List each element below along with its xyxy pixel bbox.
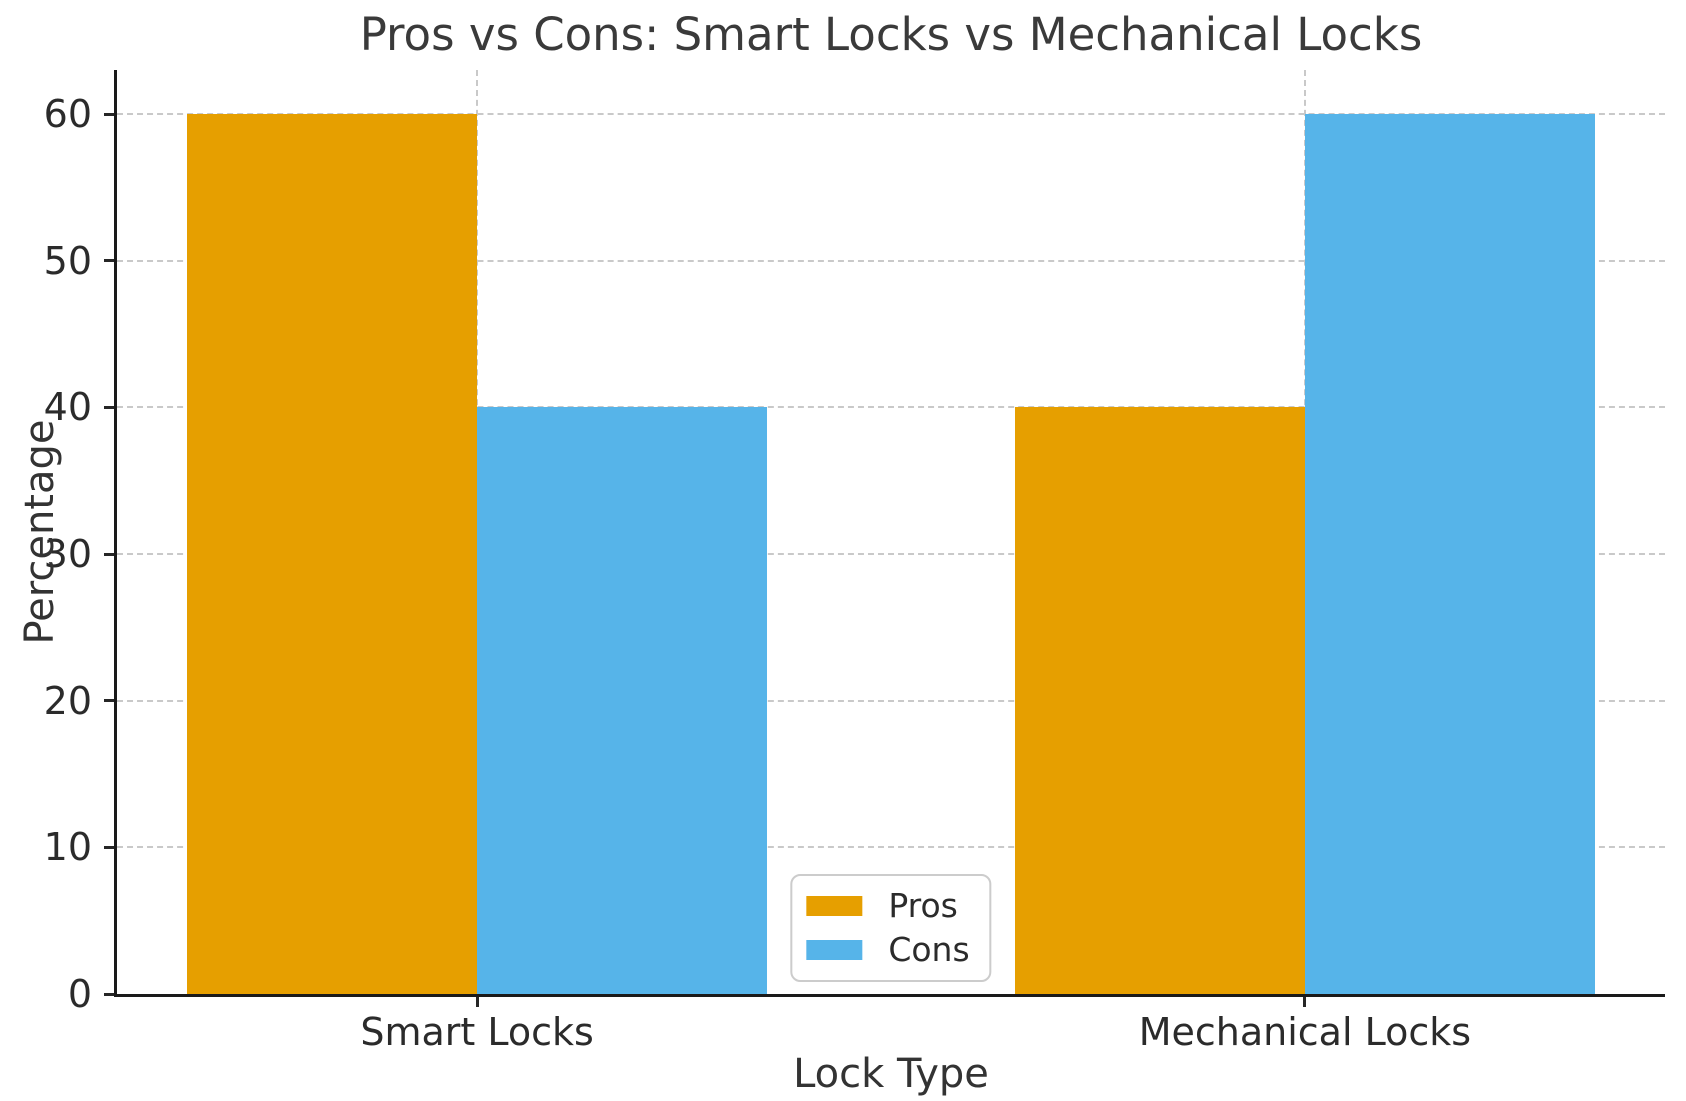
- legend-item-cons: Cons: [806, 930, 970, 969]
- bar-pros-mechanical-locks: [1015, 407, 1305, 994]
- y-tick-label-0: 0: [67, 972, 92, 1016]
- legend: Pros Cons: [790, 874, 992, 982]
- y-tick-mark-10: [104, 845, 114, 849]
- x-axis-label: Lock Type: [793, 1051, 989, 1097]
- legend-label-cons: Cons: [888, 930, 970, 969]
- x-tick-label-mechanical-locks: Mechanical Locks: [1138, 1010, 1472, 1054]
- x-axis-spine: [114, 994, 1665, 997]
- gridline-y-60: [117, 113, 1665, 115]
- y-tick-mark-30: [104, 552, 114, 556]
- y-tick-label-20: 20: [43, 678, 92, 723]
- plot-area: Pros Cons 0 10 20 30 40 50 60 Smart Locks Mechan…: [44, 70, 1665, 1054]
- y-tick-mark-60: [104, 112, 114, 116]
- bar-cons-mechanical-locks: [1304, 114, 1595, 994]
- legend-item-pros: Pros: [806, 888, 969, 924]
- legend-swatch-cons: [806, 940, 863, 960]
- gridline-y-30: [117, 553, 1665, 555]
- y-tick-mark-0: [104, 992, 114, 996]
- y-tick-label-60: 60: [43, 92, 92, 136]
- y-axis-spine: [114, 70, 117, 997]
- gridline-y-50: [117, 259, 1665, 262]
- bar-cons-smart-locks: [477, 407, 767, 994]
- legend-swatch-pros: [806, 896, 863, 916]
- gridline-y-10: [117, 846, 1665, 849]
- y-tick-label-10: 10: [43, 825, 92, 870]
- gridline-y-20: [117, 699, 1665, 702]
- legend-label-pros: Pros: [888, 886, 958, 925]
- x-tick-mark-mechanical-locks: [1303, 997, 1307, 1007]
- y-tick-mark-20: [104, 699, 114, 703]
- y-tick-label-50: 50: [43, 238, 92, 283]
- y-tick-mark-50: [104, 259, 114, 263]
- y-tick-mark-40: [104, 405, 114, 409]
- bar-pros-smart-locks: [187, 114, 478, 994]
- x-tick-label-smart-locks: Smart Locks: [360, 1010, 594, 1054]
- y-tick-label-30: 30: [43, 532, 92, 576]
- gridline-y-40: [117, 406, 1665, 409]
- y-axis-label: Percentage: [17, 419, 63, 645]
- chart-title: Pros vs Cons: Smart Locks vs Mechanical …: [359, 8, 1423, 61]
- x-tick-mark-smart-locks: [475, 997, 479, 1007]
- y-tick-label-40: 40: [43, 385, 92, 430]
